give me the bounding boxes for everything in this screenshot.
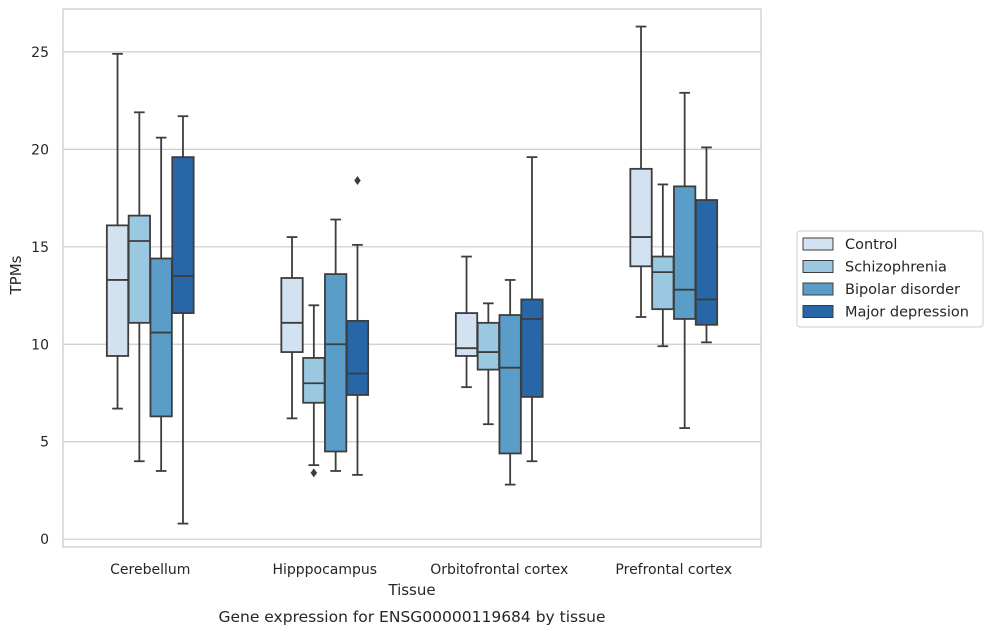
outlier-marker bbox=[310, 468, 318, 478]
y-tick-label: 5 bbox=[40, 435, 49, 451]
outlier-marker bbox=[354, 176, 361, 186]
y-tick-label: 10 bbox=[31, 337, 49, 353]
box-0-2 bbox=[149, 136, 173, 472]
x-tick-label: Prefrontal cortex bbox=[615, 562, 732, 578]
x-tick-label: Orbitofrontal cortex bbox=[430, 562, 568, 578]
box-body bbox=[673, 185, 697, 320]
box-body bbox=[651, 255, 675, 311]
box-2-3 bbox=[520, 156, 544, 463]
box-body bbox=[694, 199, 719, 326]
y-tick-labels: 0 5 10 15 20 25 bbox=[31, 45, 49, 548]
box-0-3 bbox=[171, 115, 195, 525]
box-0-0 bbox=[105, 52, 130, 410]
x-tick-labels: Cerebellum Hipppocampus Orbitofrontal cort… bbox=[110, 562, 732, 578]
box-body bbox=[105, 224, 130, 357]
legend-label: Major depression bbox=[845, 305, 969, 321]
legend-swatch bbox=[802, 305, 834, 318]
box-body bbox=[345, 319, 370, 396]
legend-swatch bbox=[802, 237, 834, 251]
box-body bbox=[324, 273, 348, 453]
box-groups bbox=[105, 25, 719, 525]
y-tick-label: 0 bbox=[40, 532, 49, 548]
box-body bbox=[127, 214, 151, 324]
box-body bbox=[498, 314, 522, 455]
box-1-1 bbox=[302, 304, 326, 478]
legend-swatch bbox=[802, 260, 834, 273]
box-1-2 bbox=[324, 218, 348, 472]
plot-frame bbox=[62, 8, 762, 548]
box-3-0 bbox=[629, 25, 653, 318]
y-tick-label: 20 bbox=[31, 142, 49, 158]
box-body bbox=[171, 156, 195, 314]
x-tick-label: Hipppocampus bbox=[272, 562, 377, 578]
box-body bbox=[520, 298, 544, 398]
legend-label: Schizophrenia bbox=[845, 260, 947, 276]
y-tick-label: 25 bbox=[31, 45, 49, 61]
y-tick-label: 15 bbox=[31, 240, 49, 256]
box-body bbox=[629, 167, 653, 268]
box-1-3 bbox=[345, 176, 370, 476]
box-body bbox=[476, 321, 500, 371]
box-1-0 bbox=[280, 236, 304, 420]
legend-swatch bbox=[802, 282, 834, 296]
x-axis-label: Tissue bbox=[387, 581, 435, 599]
box-body bbox=[280, 277, 304, 353]
box-3-3 bbox=[694, 146, 719, 344]
box-3-2 bbox=[673, 91, 697, 429]
box-3-1 bbox=[651, 183, 675, 348]
legend: Control Schizophrenia Bipolar disorder Majo… bbox=[796, 230, 984, 328]
legend-label: Bipolar disorder bbox=[845, 282, 960, 298]
chart-caption: Gene expression for ENSG00000119684 by t… bbox=[218, 608, 605, 626]
box-0-1 bbox=[127, 111, 151, 463]
x-tick-label: Cerebellum bbox=[110, 562, 190, 578]
legend-frame bbox=[796, 230, 984, 328]
box-2-2 bbox=[498, 279, 522, 486]
y-axis-label: TPMs bbox=[7, 255, 25, 295]
box-2-0 bbox=[454, 255, 479, 389]
box-body bbox=[454, 312, 479, 357]
legend-label: Control bbox=[845, 237, 897, 253]
box-body bbox=[302, 357, 326, 404]
box-body bbox=[149, 257, 173, 418]
box-2-1 bbox=[476, 302, 500, 426]
